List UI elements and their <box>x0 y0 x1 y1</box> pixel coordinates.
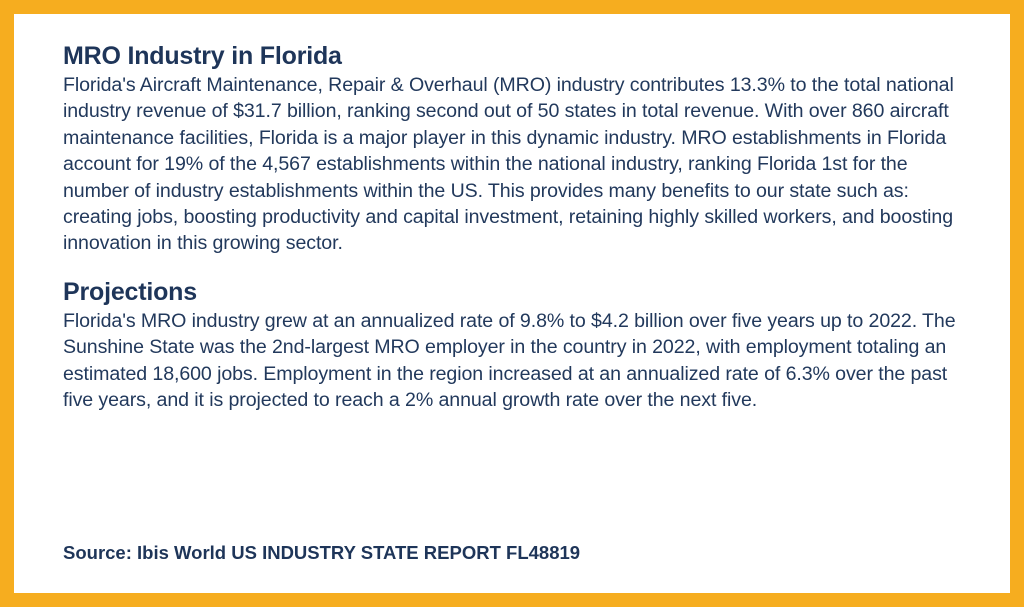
source-citation: Source: Ibis World US INDUSTRY STATE REP… <box>63 542 581 563</box>
section-mro-industry: MRO Industry in Florida Florida's Aircra… <box>63 40 962 257</box>
section-body-mro-industry: Florida's Aircraft Maintenance, Repair &… <box>63 74 954 255</box>
section-title-projections: Projections <box>63 277 197 306</box>
section-projections: Projections Florida's MRO industry grew … <box>63 276 962 414</box>
section-title-mro-industry: MRO Industry in Florida <box>63 42 342 70</box>
section-body-projections: Florida's MRO industry grew at an annual… <box>63 309 956 412</box>
